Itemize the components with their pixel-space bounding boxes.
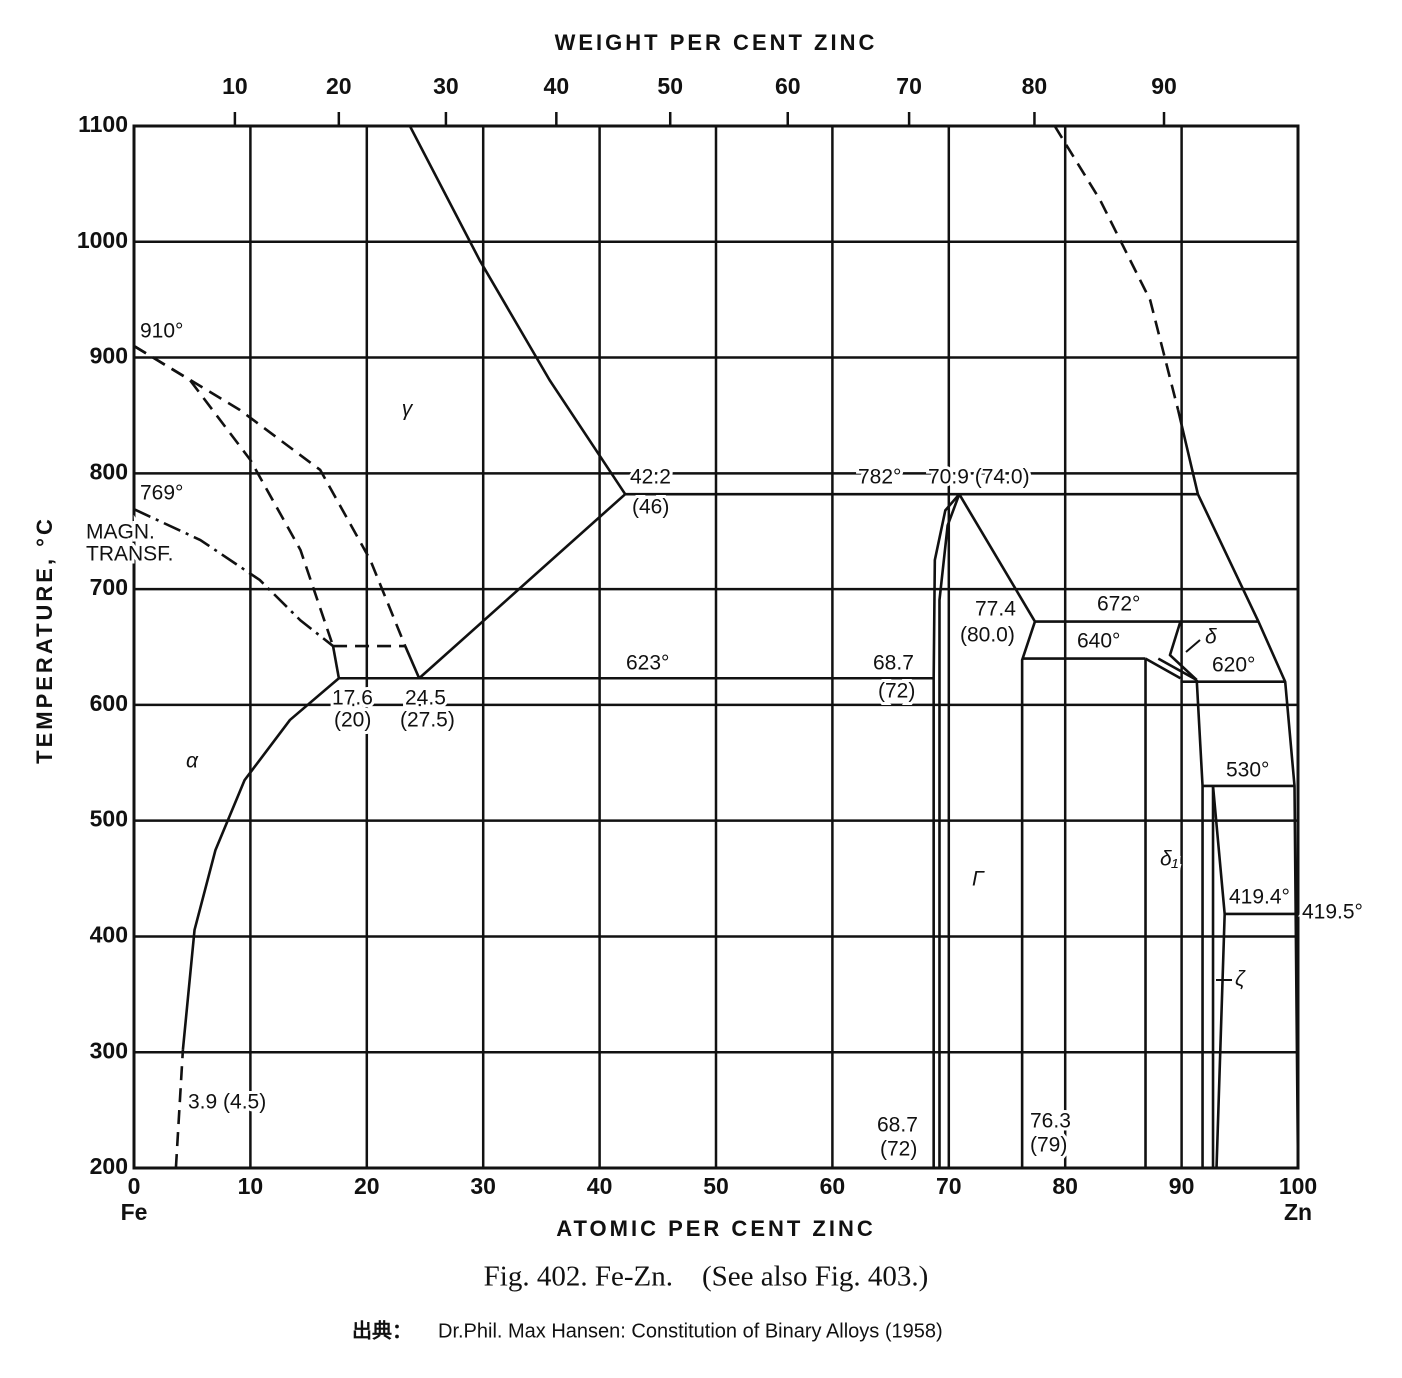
y-tick-label: 1000 <box>77 227 128 253</box>
annotation: 782° <box>858 466 901 489</box>
x2-tick-label: 90 <box>1151 73 1177 99</box>
x-tick-label: 0 <box>128 1173 141 1199</box>
annotation: 620° <box>1212 654 1255 677</box>
phase-boundary <box>133 508 334 648</box>
annotation: (72) <box>880 1138 917 1161</box>
annotation: δ <box>1205 626 1217 649</box>
annotation: α <box>186 750 199 773</box>
annotation: MAGN. <box>86 521 155 544</box>
annotation: 17.6 <box>332 687 373 710</box>
annotation: δ₁ <box>1160 848 1179 871</box>
y-tick-label: 1100 <box>78 111 128 137</box>
x-tick-label: 50 <box>703 1173 729 1199</box>
x-end-label: Fe <box>121 1199 148 1225</box>
phase-boundary <box>331 645 341 679</box>
annotation: (79) <box>1030 1134 1067 1157</box>
phase-boundary <box>1144 657 1182 680</box>
annotation: 419.4° <box>1229 886 1290 909</box>
annotation: TRANSF. <box>86 543 174 566</box>
y-axis-title: TEMPERATURE, °C <box>32 516 57 764</box>
x2-tick-label: 60 <box>775 73 801 99</box>
x-tick-label: 100 <box>1279 1173 1317 1199</box>
pointer <box>1185 639 1201 653</box>
annotation: 530° <box>1226 759 1269 782</box>
annotation: (46) <box>632 496 669 519</box>
x2-tick-label: 70 <box>896 73 922 99</box>
annotation: 3.9 (4.5) <box>188 1091 266 1114</box>
phase-boundary <box>938 493 961 1168</box>
annotation: 77.4 <box>975 598 1016 621</box>
phase-boundary <box>133 344 335 647</box>
annotation: 640° <box>1077 630 1120 653</box>
phase-boundary <box>1176 409 1200 495</box>
caption: Fig. 402. Fe-Zn. (See also Fig. 403.) <box>484 1261 929 1293</box>
annotation: 24.5 <box>405 687 446 710</box>
x-tick-label: 60 <box>820 1173 846 1199</box>
annotation: 419.5° <box>1302 901 1363 924</box>
phase-boundary <box>932 493 961 1168</box>
phase-boundary <box>1211 785 1226 1169</box>
x-axis-title: ATOMIC PER CENT ZINC <box>556 1216 876 1241</box>
annotation: 769° <box>140 482 183 505</box>
phase-boundary <box>1157 657 1198 682</box>
annotation: 623° <box>626 652 669 675</box>
y-tick-label: 900 <box>90 343 128 369</box>
plot-frame <box>132 124 1300 1170</box>
x-end-label: Zn <box>1284 1199 1312 1225</box>
x-tick-label: 80 <box>1052 1173 1078 1199</box>
x-tick-label: 90 <box>1169 1173 1195 1199</box>
x2-tick-label: 40 <box>544 73 570 99</box>
phase-boundary <box>1020 621 1037 1168</box>
x2-tick-label: 20 <box>326 73 352 99</box>
source-label: 出典： <box>352 1318 412 1342</box>
y-tick-label: 200 <box>90 1153 128 1179</box>
annotation: Γ <box>972 868 985 891</box>
annotation: 68.7 <box>877 1114 918 1137</box>
phase-boundary <box>133 344 407 647</box>
annotation: (80.0) <box>960 624 1015 647</box>
y-tick-label: 500 <box>90 806 128 832</box>
y-tick-label: 800 <box>90 458 128 484</box>
phase-boundary <box>174 1049 185 1169</box>
y-tick-label: 600 <box>90 690 128 716</box>
y-tick-label: 300 <box>90 1037 128 1063</box>
annotation: (20) <box>334 709 371 732</box>
annotation: 70.9 (74.0) <box>928 466 1030 489</box>
phase-boundary <box>404 645 421 679</box>
annotation: γ <box>402 398 414 421</box>
x-tick-label: 30 <box>470 1173 496 1199</box>
x2-tick-label: 10 <box>222 73 248 99</box>
phase-boundary <box>1195 679 1204 1168</box>
x-tick-label: 20 <box>354 1173 380 1199</box>
phase-boundary <box>408 125 627 495</box>
annotation: 910° <box>140 320 183 343</box>
annotation: ζ <box>1235 968 1246 991</box>
annotation: 68.7 <box>873 652 914 675</box>
annotation: (27.5) <box>400 709 455 732</box>
x-tick-label: 70 <box>936 1173 962 1199</box>
x2-tick-label: 30 <box>433 73 459 99</box>
phase-boundary <box>958 493 1037 623</box>
top-axis-title: WEIGHT PER CENT ZINC <box>555 30 878 55</box>
phase-boundary <box>1053 125 1180 411</box>
y-tick-label: 700 <box>90 574 128 600</box>
x-tick-label: 40 <box>587 1173 613 1199</box>
x-tick-label: 10 <box>238 1173 264 1199</box>
source: Dr.Phil. Max Hansen: Constitution of Bin… <box>438 1320 943 1342</box>
phase-boundary <box>181 677 340 1051</box>
annotation: (72) <box>878 680 915 703</box>
phase-boundary <box>1168 621 1198 681</box>
y-tick-label: 400 <box>90 922 128 948</box>
x2-tick-label: 80 <box>1022 73 1048 99</box>
annotation: 42.2 <box>630 466 671 489</box>
annotation: 76.3 <box>1030 1110 1071 1133</box>
annotation: 672° <box>1097 593 1140 616</box>
phase-boundary <box>418 493 627 680</box>
x2-tick-label: 50 <box>657 73 683 99</box>
